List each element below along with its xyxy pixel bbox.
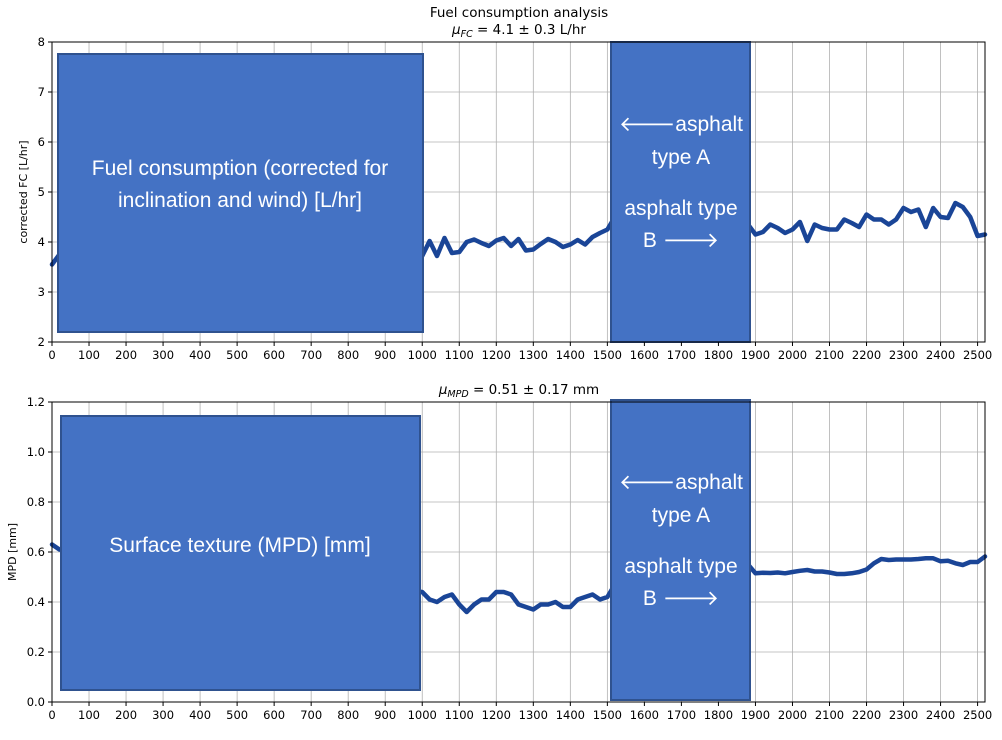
x-tick-label: 2000 <box>778 348 807 362</box>
fuel-consumption-label-line-1: Fuel consumption (corrected for <box>92 157 388 180</box>
y-tick-label: 2 <box>38 335 45 349</box>
x-tick-label: 1800 <box>704 348 733 362</box>
x-tick-label: 500 <box>226 708 248 722</box>
y-tick-label: 0.0 <box>27 695 45 709</box>
x-tick-label: 600 <box>263 348 285 362</box>
asphalt-transition-box-top <box>610 41 751 343</box>
overlay-boxes: Fuel consumption (corrected for inclinat… <box>57 41 751 343</box>
x-tick-label: 2400 <box>926 708 955 722</box>
x-tick-label: 2500 <box>963 708 992 722</box>
x-tick-label: 1000 <box>408 348 437 362</box>
series-line-layer <box>49 200 988 267</box>
y-axis-label: corrected FC [L/hr] <box>17 140 30 243</box>
asphalt-type-a-line-1: 🡐asphalt <box>619 113 743 136</box>
x-tick-label: 1300 <box>519 348 548 362</box>
asphalt-type-b-line-1: asphalt type <box>624 555 737 578</box>
y-tick-label: 0.2 <box>27 645 45 659</box>
y-tick-label: 3 <box>38 285 45 299</box>
x-tick-label: 2200 <box>852 708 881 722</box>
y-tick-label: 0.4 <box>27 595 45 609</box>
overlay-boxes: Surface texture (MPD) [mm] 🡐asphalt type… <box>60 399 751 701</box>
x-tick-label: 2000 <box>778 708 807 722</box>
x-tick-label: 300 <box>152 708 174 722</box>
asphalt-type-a-line-1: 🡐asphalt <box>619 471 743 494</box>
x-tick-label: 0 <box>48 348 55 362</box>
chart-subtitle: μMPD = 0.51 ± 0.17 mm <box>438 382 599 400</box>
x-tick-label: 2100 <box>815 708 844 722</box>
chart-subtitle: μFC = 4.1 ± 0.3 L/hr <box>451 22 586 40</box>
x-tick-label: 1700 <box>667 348 696 362</box>
x-tick-label: 200 <box>115 348 137 362</box>
x-tick-label: 1700 <box>667 708 696 722</box>
surface-texture-chart: μMPD = 0.51 ± 0.17 mm MPD [mm] Surface t… <box>6 382 992 722</box>
x-tick-label: 700 <box>300 708 322 722</box>
x-tick-label: 1900 <box>741 348 770 362</box>
x-tick-label: 2500 <box>963 348 992 362</box>
asphalt-type-a-line-2: type A <box>652 504 710 527</box>
x-tick-label: 100 <box>78 348 100 362</box>
x-tick-label: 1900 <box>741 708 770 722</box>
x-tick-label: 2300 <box>889 348 918 362</box>
series-line-layer <box>49 542 988 615</box>
x-tick-label: 1000 <box>408 708 437 722</box>
x-tick-label: 1500 <box>593 348 622 362</box>
x-tick-label: 1400 <box>556 708 585 722</box>
y-tick-label: 6 <box>38 135 45 149</box>
x-tick-label: 800 <box>337 348 359 362</box>
x-tick-label: 1200 <box>482 708 511 722</box>
asphalt-type-b-line-1: asphalt type <box>624 197 737 220</box>
y-tick-label: 1.0 <box>27 445 45 459</box>
x-tick-label: 1100 <box>445 708 474 722</box>
asphalt-type-b-line-2: B 🡒 <box>643 229 719 252</box>
x-tick-label: 2300 <box>889 708 918 722</box>
asphalt-type-a-line-2: type A <box>652 146 710 169</box>
x-tick-label: 100 <box>78 708 100 722</box>
x-tick-label: 2200 <box>852 348 881 362</box>
y-tick-label: 8 <box>38 35 45 49</box>
y-tick-label: 0.6 <box>27 545 45 559</box>
x-tick-label: 1200 <box>482 348 511 362</box>
chart-title: Fuel consumption analysis <box>430 5 608 21</box>
x-tick-label: 800 <box>337 708 359 722</box>
axis-ticks: 0 100 200 300 400 500 600 700 800 900 1000 1100 1200… <box>38 35 993 362</box>
x-tick-label: 200 <box>115 708 137 722</box>
series-line <box>49 542 988 615</box>
fuel-consumption-label-box <box>57 53 424 333</box>
y-axis-label: MPD [mm] <box>6 523 19 581</box>
series-line <box>49 200 988 267</box>
x-tick-label: 600 <box>263 708 285 722</box>
x-tick-label: 1600 <box>630 348 659 362</box>
fuel-consumption-chart: Fuel consumption analysis μFC = 4.1 ± 0.… <box>17 5 992 362</box>
axis-ticks: 0 100 200 300 400 500 600 700 800 900 1000 1100 1200… <box>27 395 993 722</box>
x-tick-label: 2400 <box>926 348 955 362</box>
x-tick-label: 1100 <box>445 348 474 362</box>
asphalt-type-b-line-2: B 🡒 <box>643 587 719 610</box>
x-tick-label: 0 <box>48 708 55 722</box>
x-tick-label: 2100 <box>815 348 844 362</box>
asphalt-transition-box-bottom <box>610 399 751 701</box>
surface-texture-label: Surface texture (MPD) [mm] <box>109 534 370 557</box>
x-tick-label: 300 <box>152 348 174 362</box>
x-tick-label: 900 <box>374 708 396 722</box>
x-tick-label: 1500 <box>593 708 622 722</box>
x-tick-label: 900 <box>374 348 396 362</box>
y-tick-label: 5 <box>38 185 45 199</box>
x-tick-label: 1600 <box>630 708 659 722</box>
x-tick-label: 500 <box>226 348 248 362</box>
fuel-consumption-label-line-2: inclination and wind) [L/hr] <box>118 189 362 212</box>
surface-texture-label-box <box>60 415 421 691</box>
x-tick-label: 1300 <box>519 708 548 722</box>
y-tick-label: 7 <box>38 85 45 99</box>
plot-frame <box>51 401 986 703</box>
x-tick-label: 700 <box>300 348 322 362</box>
x-tick-label: 400 <box>189 708 211 722</box>
x-tick-label: 1400 <box>556 348 585 362</box>
y-tick-label: 0.8 <box>27 495 45 509</box>
x-tick-label: 1800 <box>704 708 733 722</box>
x-tick-label: 400 <box>189 348 211 362</box>
y-tick-label: 1.2 <box>27 395 45 409</box>
y-tick-label: 4 <box>38 235 45 249</box>
plot-frame <box>51 41 986 343</box>
